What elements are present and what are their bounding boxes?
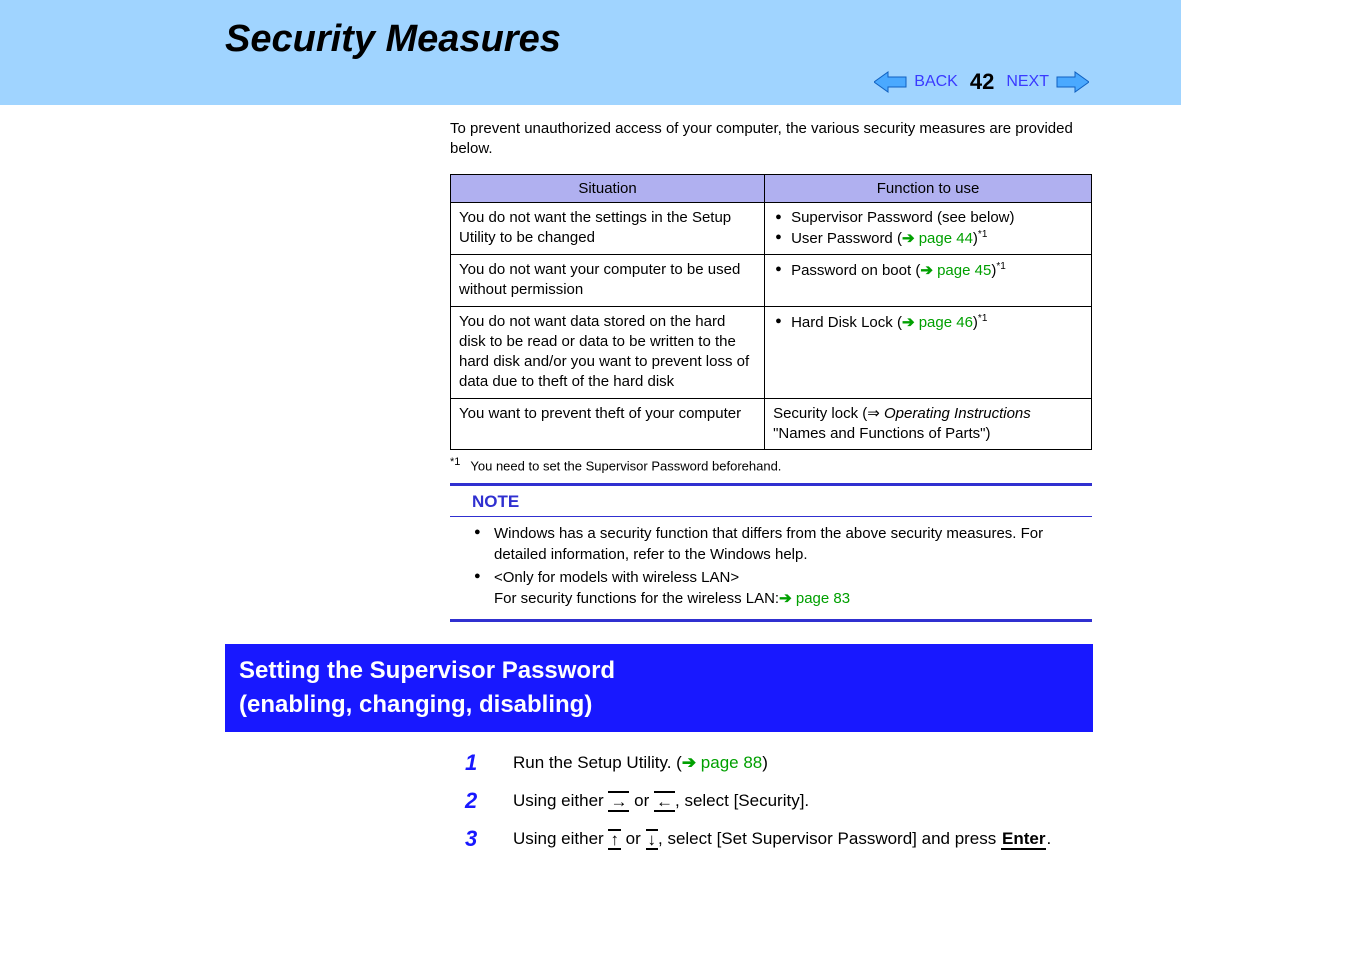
page-link[interactable]: page 88 bbox=[701, 753, 762, 772]
footnote-ref: *1 bbox=[996, 261, 1005, 272]
footnote: *1 You need to set the Supervisor Passwor… bbox=[450, 456, 1181, 473]
note-label: NOTE bbox=[450, 486, 1092, 516]
note-item: <Only for models with wireless LAN> For … bbox=[474, 567, 1088, 609]
function-item: User Password (➔ page 44)*1 bbox=[773, 228, 1083, 249]
situation-cell: You want to prevent theft of your comput… bbox=[451, 398, 765, 450]
function-cell: Hard Disk Lock (➔ page 46)*1 bbox=[765, 306, 1092, 398]
steps-list: 1 Run the Setup Utility. (➔ page 88) 2 U… bbox=[465, 750, 1095, 852]
function-item: Password on boot (➔ page 45)*1 bbox=[773, 260, 1083, 281]
situation-cell: You do not want data stored on the hard … bbox=[451, 306, 765, 398]
step-body: Using either ↑ or ↓, select [Set Supervi… bbox=[513, 826, 1051, 852]
nav-row: BACK 42 NEXT bbox=[874, 69, 1089, 95]
step-text: Using either bbox=[513, 791, 608, 810]
func-text: Supervisor Password (see below) bbox=[791, 209, 1014, 226]
footnote-text: You need to set the Supervisor Password … bbox=[470, 458, 781, 473]
note-text: For security functions for the wireless … bbox=[494, 590, 779, 607]
table-row: You do not want the settings in the Setu… bbox=[451, 202, 1092, 255]
step-text: Using either bbox=[513, 829, 608, 848]
page-number: 42 bbox=[970, 69, 994, 95]
link-arrow-icon: ➔ bbox=[682, 753, 701, 772]
func-text: "Names and Functions of Parts") bbox=[773, 425, 990, 442]
page-title: Security Measures bbox=[225, 18, 1181, 61]
step-text: ) bbox=[762, 753, 768, 772]
table-row: You do not want data stored on the hard … bbox=[451, 306, 1092, 398]
step-text: or bbox=[629, 791, 654, 810]
header-bar: Security Measures BACK 42 NEXT bbox=[0, 0, 1181, 105]
step-text: , select [Set Supervisor Password] and p… bbox=[658, 829, 1001, 848]
step-text: Run the Setup Utility. ( bbox=[513, 753, 682, 772]
down-arrow-key-icon: ↓ bbox=[646, 829, 659, 850]
step-item: 2 Using either → or ←, select [Security]… bbox=[465, 788, 1095, 814]
back-arrow-icon[interactable] bbox=[874, 71, 908, 93]
step-text: , select [Security]. bbox=[675, 791, 809, 810]
step-item: 3 Using either ↑ or ↓, select [Set Super… bbox=[465, 826, 1095, 852]
step-item: 1 Run the Setup Utility. (➔ page 88) bbox=[465, 750, 1095, 776]
next-arrow-icon[interactable] bbox=[1055, 71, 1089, 93]
up-arrow-key-icon: ↑ bbox=[608, 829, 621, 850]
col-header-situation: Situation bbox=[451, 174, 765, 202]
table-row: You want to prevent theft of your comput… bbox=[451, 398, 1092, 450]
page-container: Security Measures BACK 42 NEXT To preven… bbox=[0, 0, 1181, 852]
function-cell: Password on boot (➔ page 45)*1 bbox=[765, 255, 1092, 307]
table-header-row: Situation Function to use bbox=[451, 174, 1092, 202]
intro-text: To prevent unauthorized access of your c… bbox=[450, 119, 1081, 160]
back-link[interactable]: BACK bbox=[914, 73, 958, 91]
note-text: Windows has a security function that dif… bbox=[494, 525, 1043, 563]
section-title-line: Setting the Supervisor Password bbox=[239, 657, 615, 684]
footnote-ref: *1 bbox=[978, 313, 987, 324]
page-link[interactable]: page 44 bbox=[919, 230, 973, 247]
link-arrow-icon: ➔ bbox=[920, 262, 937, 279]
page-link[interactable]: page 46 bbox=[919, 314, 973, 331]
function-cell: Security lock (⇒ Operating Instructions … bbox=[765, 398, 1092, 450]
col-header-function: Function to use bbox=[765, 174, 1092, 202]
step-body: Using either → or ←, select [Security]. bbox=[513, 788, 809, 814]
note-text: <Only for models with wireless LAN> bbox=[494, 569, 739, 586]
left-arrow-key-icon: ← bbox=[654, 791, 675, 812]
page-link[interactable]: page 83 bbox=[796, 590, 850, 607]
note-block: NOTE Windows has a security function tha… bbox=[450, 483, 1092, 622]
func-text: User Password ( bbox=[791, 230, 902, 247]
step-body: Run the Setup Utility. (➔ page 88) bbox=[513, 750, 768, 776]
func-text-italic: Operating Instructions bbox=[884, 405, 1031, 422]
situation-cell: You do not want your computer to be used… bbox=[451, 255, 765, 307]
func-text: Security lock (⇒ bbox=[773, 405, 884, 422]
section-title-line: (enabling, changing, disabling) bbox=[239, 691, 592, 718]
section-heading: Setting the Supervisor Password (enablin… bbox=[225, 644, 1093, 731]
note-rule-bottom bbox=[450, 619, 1092, 622]
page-link[interactable]: page 45 bbox=[937, 262, 991, 279]
function-cell: Supervisor Password (see below) User Pas… bbox=[765, 202, 1092, 255]
security-table: Situation Function to use You do not wan… bbox=[450, 174, 1092, 451]
next-link[interactable]: NEXT bbox=[1006, 73, 1049, 91]
enter-key: Enter bbox=[1001, 829, 1046, 850]
footnote-mark: *1 bbox=[450, 456, 460, 468]
link-arrow-icon: ➔ bbox=[902, 314, 919, 331]
func-text: Hard Disk Lock ( bbox=[791, 314, 902, 331]
link-arrow-icon: ➔ bbox=[779, 590, 796, 607]
footnote-ref: *1 bbox=[978, 229, 987, 240]
right-arrow-key-icon: → bbox=[608, 791, 629, 812]
step-number: 3 bbox=[465, 826, 513, 852]
step-text: or bbox=[621, 829, 646, 848]
func-text: Password on boot ( bbox=[791, 262, 920, 279]
table-row: You do not want your computer to be used… bbox=[451, 255, 1092, 307]
step-text: . bbox=[1046, 829, 1051, 848]
step-number: 1 bbox=[465, 750, 513, 776]
note-item: Windows has a security function that dif… bbox=[474, 523, 1088, 565]
situation-cell: You do not want the settings in the Setu… bbox=[451, 202, 765, 255]
link-arrow-icon: ➔ bbox=[902, 230, 919, 247]
function-item: Supervisor Password (see below) bbox=[773, 208, 1083, 228]
step-number: 2 bbox=[465, 788, 513, 814]
function-item: Hard Disk Lock (➔ page 46)*1 bbox=[773, 312, 1083, 333]
